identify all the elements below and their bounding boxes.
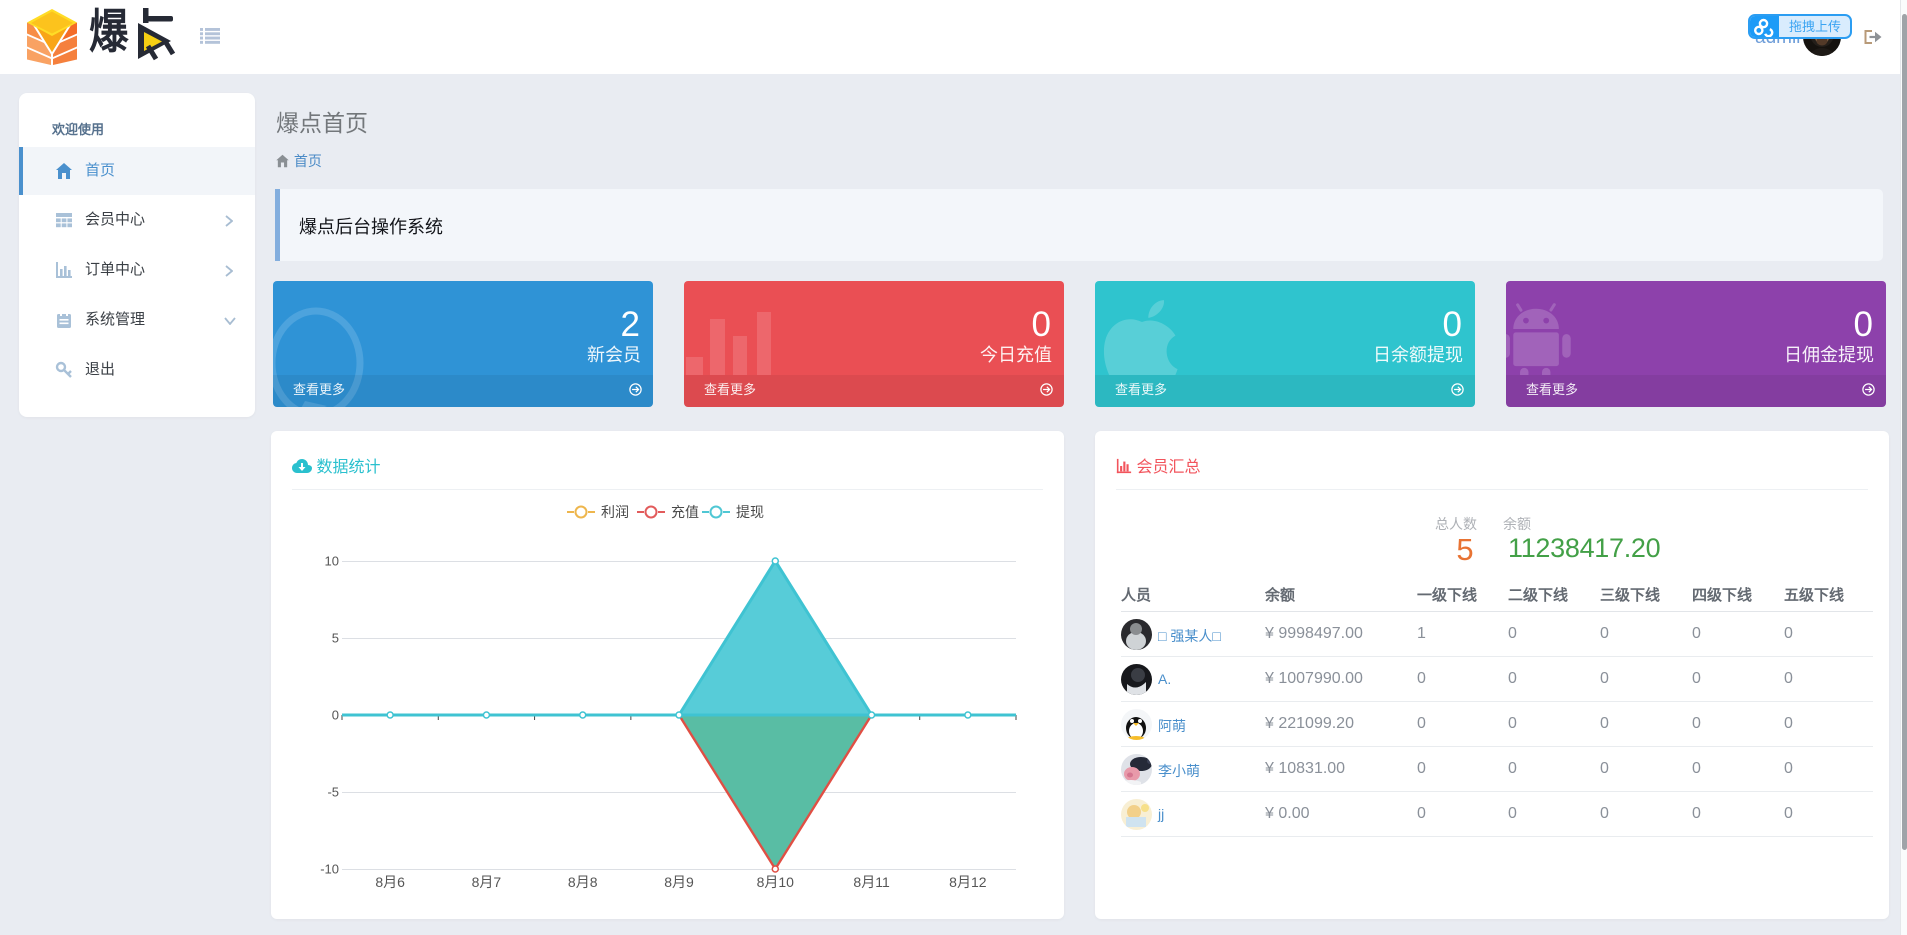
svg-text:8月11: 8月11	[853, 874, 890, 890]
svg-text:8月8: 8月8	[568, 874, 598, 890]
svg-text:0: 0	[332, 708, 339, 723]
svg-text:8月10: 8月10	[757, 874, 795, 890]
svg-text:8月12: 8月12	[949, 874, 987, 890]
svg-text:8月6: 8月6	[375, 874, 405, 890]
svg-text:充值: 充值	[671, 504, 699, 520]
svg-text:8月9: 8月9	[664, 874, 694, 890]
svg-text:提现: 提现	[736, 504, 764, 520]
svg-text:-10: -10	[320, 862, 339, 877]
svg-text:-5: -5	[327, 785, 339, 800]
svg-text:利润: 利润	[601, 504, 629, 520]
svg-text:5: 5	[332, 631, 339, 646]
svg-text:8月7: 8月7	[472, 874, 502, 890]
svg-text:10: 10	[325, 554, 339, 569]
